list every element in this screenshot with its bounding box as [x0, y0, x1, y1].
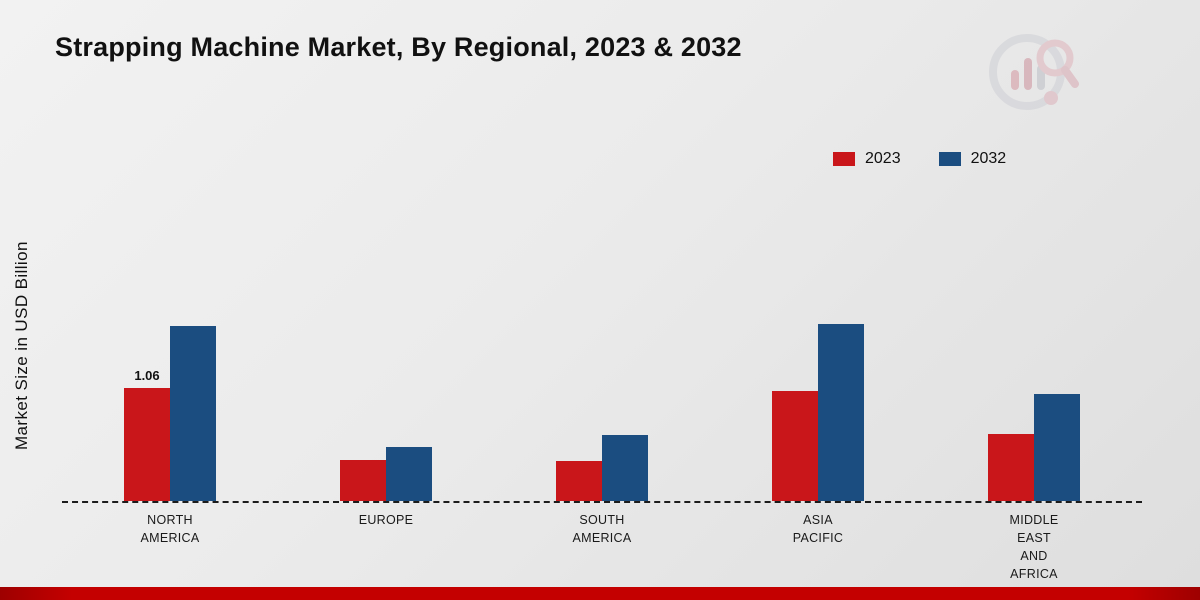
legend-swatch-2032 [938, 152, 961, 166]
bar-group: 1.06 [62, 303, 278, 501]
category-label: ASIA PACIFIC [792, 513, 844, 546]
x-axis-labels: NORTH AMERICA EUROPE SOUTH AMERICA ASIA PAC… [62, 511, 1142, 584]
footer-accent-bar [0, 587, 1200, 600]
bar-2023 [772, 391, 818, 501]
bar-2032 [386, 447, 432, 501]
chart-legend: 2023 2032 [833, 150, 1006, 168]
bar-group [926, 303, 1142, 501]
brand-logo-icon [989, 34, 1079, 110]
bar-2023 [556, 461, 602, 501]
bar-2032 [1034, 394, 1080, 501]
bar-group [494, 303, 710, 501]
legend-swatch-2023 [833, 152, 855, 166]
category-label: EUROPE [358, 513, 414, 527]
bar-value-label: 1.06 [134, 368, 160, 383]
bar-2032 [602, 435, 648, 501]
category-label: SOUTH AMERICA [572, 513, 632, 546]
bar-2023: 1.06 [124, 368, 170, 501]
category-label: NORTH AMERICA [140, 513, 200, 546]
legend-item-2023: 2023 [833, 150, 901, 168]
plot-area: 1.06 [62, 303, 1142, 503]
bar-2032 [170, 326, 216, 501]
legend-label-2032: 2032 [970, 150, 1007, 167]
y-axis-title: Market Size in USD Billion [12, 241, 31, 450]
bar-2023 [988, 434, 1034, 501]
bar-group [278, 303, 494, 501]
category-label: MIDDLE EAST AND AFRICA [1009, 513, 1059, 582]
legend-label-2023: 2023 [865, 150, 901, 167]
legend-item-2032: 2032 [938, 150, 1007, 168]
bar-2032 [818, 324, 864, 501]
bar-groups: 1.06 [62, 303, 1142, 501]
chart-title: Strapping Machine Market, By Regional, 2… [55, 32, 742, 62]
bar-group [710, 303, 926, 501]
bar-2023 [340, 460, 386, 501]
